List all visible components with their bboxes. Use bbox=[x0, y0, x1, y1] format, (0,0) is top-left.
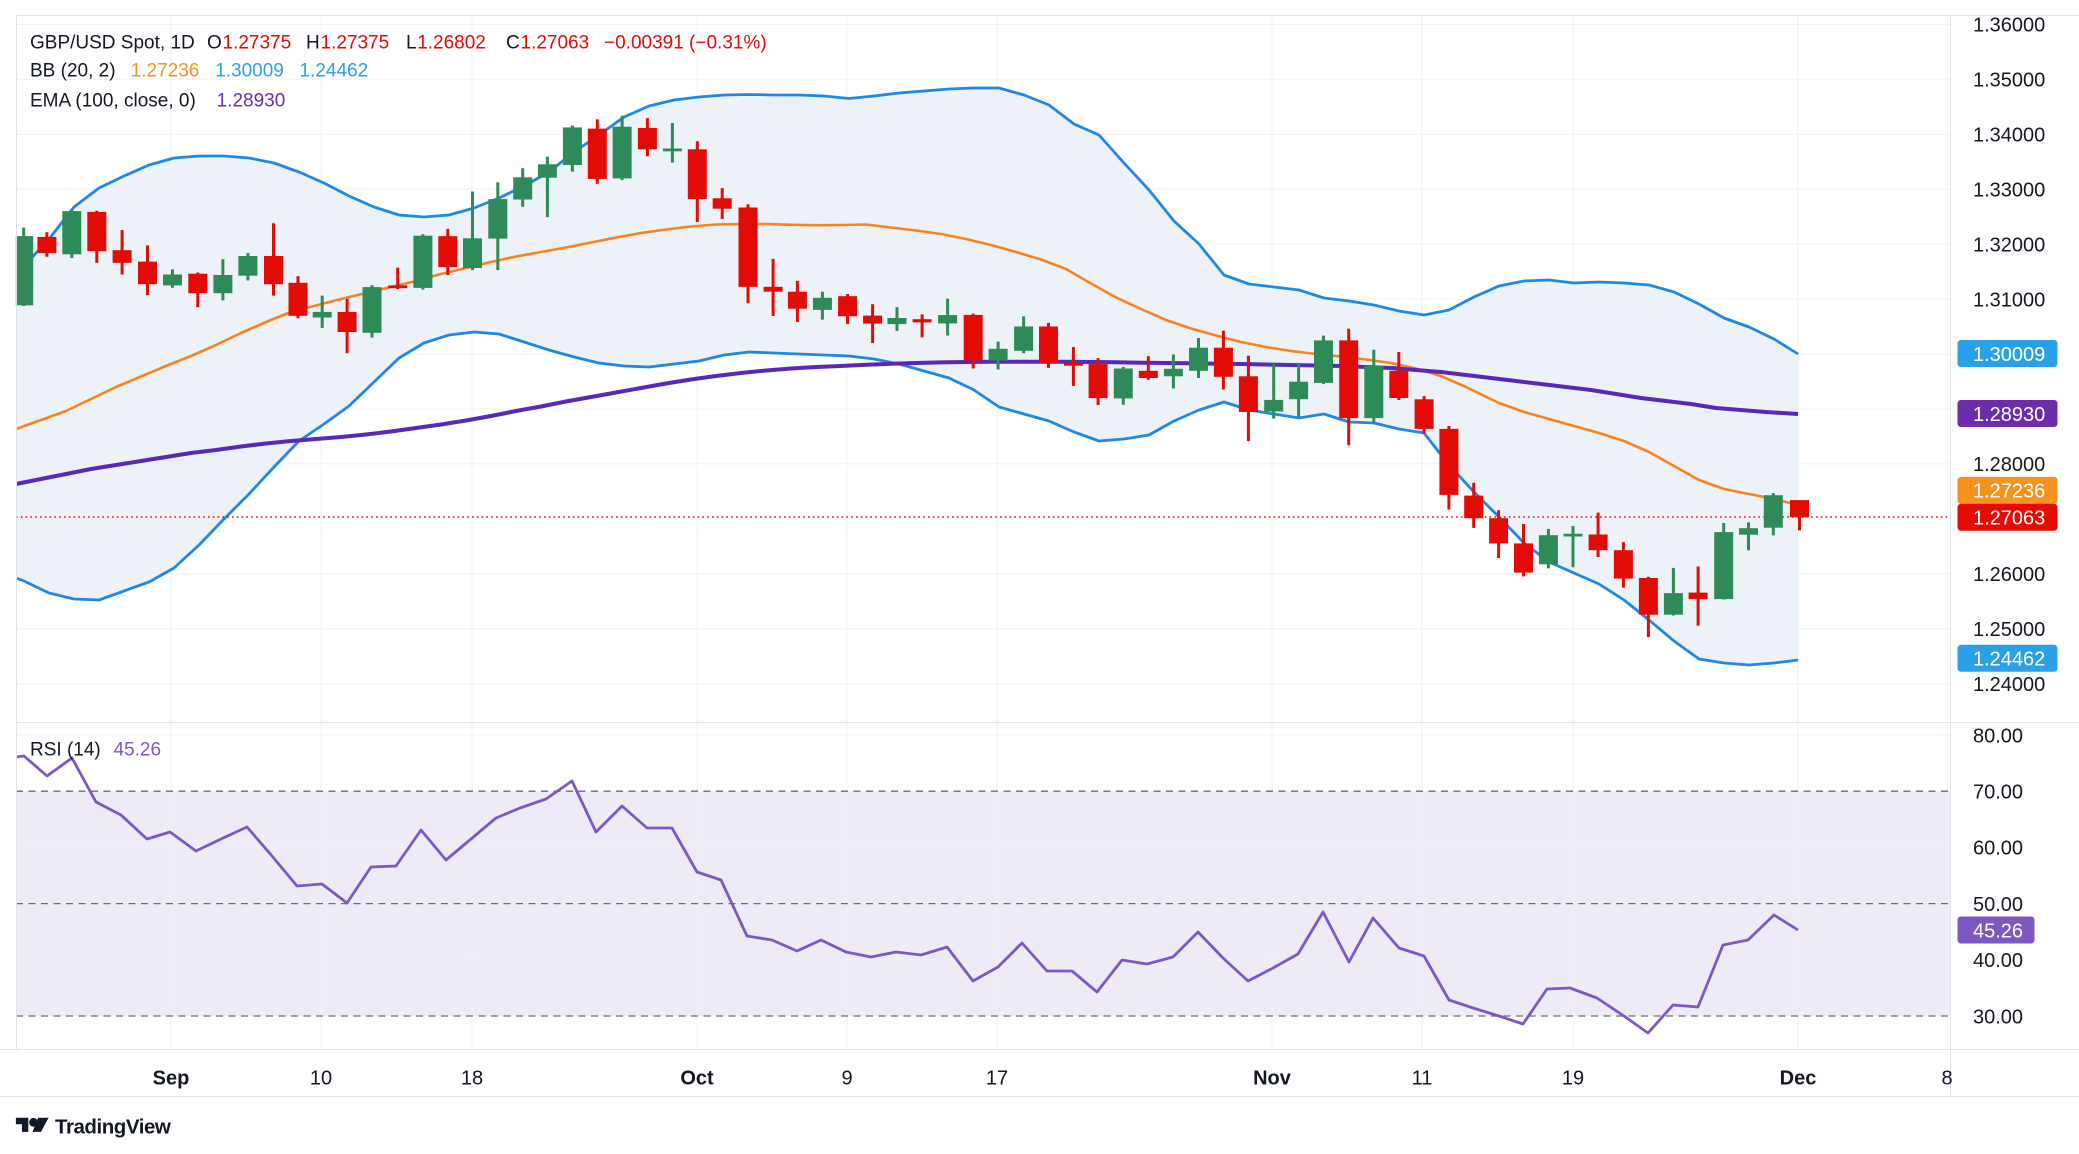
svg-text:40.00: 40.00 bbox=[1973, 950, 2023, 972]
svg-text:1.24462: 1.24462 bbox=[1973, 649, 2045, 671]
svg-text:10: 10 bbox=[310, 1068, 332, 1090]
svg-text:−0.00391 (−0.31%): −0.00391 (−0.31%) bbox=[604, 33, 767, 54]
svg-text:RSI (14): RSI (14) bbox=[30, 740, 101, 761]
svg-text:1.28930: 1.28930 bbox=[1973, 404, 2045, 426]
svg-text:17: 17 bbox=[986, 1068, 1008, 1090]
svg-text:H: H bbox=[306, 33, 320, 54]
svg-text:8: 8 bbox=[1941, 1068, 1952, 1090]
svg-text:1.30009: 1.30009 bbox=[215, 60, 284, 81]
svg-text:EMA (100, close, 0): EMA (100, close, 0) bbox=[30, 91, 196, 112]
svg-text:1.35000: 1.35000 bbox=[1973, 70, 2045, 92]
svg-text:1.26000: 1.26000 bbox=[1973, 564, 2045, 586]
svg-text:70.00: 70.00 bbox=[1973, 782, 2023, 804]
svg-text:1.33000: 1.33000 bbox=[1973, 180, 2045, 202]
svg-text:GBP/USD Spot, 1D: GBP/USD Spot, 1D bbox=[30, 33, 195, 54]
svg-text:1.24000: 1.24000 bbox=[1973, 674, 2045, 696]
svg-text:1.31000: 1.31000 bbox=[1973, 289, 2045, 311]
svg-text:45.26: 45.26 bbox=[1973, 920, 2023, 942]
svg-text:1.27236: 1.27236 bbox=[1973, 481, 2045, 503]
svg-text:Oct: Oct bbox=[680, 1068, 714, 1090]
svg-text:60.00: 60.00 bbox=[1973, 838, 2023, 860]
svg-text:9: 9 bbox=[841, 1068, 852, 1090]
svg-text:Nov: Nov bbox=[1253, 1068, 1292, 1090]
svg-text:11: 11 bbox=[1412, 1068, 1433, 1090]
svg-text:1.24462: 1.24462 bbox=[300, 60, 369, 81]
svg-text:C: C bbox=[506, 33, 520, 54]
svg-text:1.28000: 1.28000 bbox=[1973, 454, 2045, 476]
svg-text:Sep: Sep bbox=[153, 1068, 190, 1090]
svg-text:1.34000: 1.34000 bbox=[1973, 125, 2045, 147]
svg-text:Dec: Dec bbox=[1780, 1068, 1817, 1090]
svg-text:1.27375: 1.27375 bbox=[321, 33, 390, 54]
svg-text:1.26802: 1.26802 bbox=[417, 33, 486, 54]
svg-text:19: 19 bbox=[1562, 1068, 1584, 1090]
svg-text:50.00: 50.00 bbox=[1973, 894, 2023, 916]
svg-text:45.26: 45.26 bbox=[114, 740, 162, 761]
svg-text:1.27063: 1.27063 bbox=[1973, 508, 2045, 530]
svg-text:1.32000: 1.32000 bbox=[1973, 234, 2045, 256]
svg-text:1.36000: 1.36000 bbox=[1973, 15, 2045, 37]
svg-text:1.27236: 1.27236 bbox=[131, 60, 200, 81]
svg-text:1.27375: 1.27375 bbox=[223, 33, 292, 54]
svg-text:1.28930: 1.28930 bbox=[217, 91, 286, 112]
svg-text:BB (20, 2): BB (20, 2) bbox=[30, 60, 116, 81]
svg-text:80.00: 80.00 bbox=[1973, 725, 2023, 747]
svg-text:O: O bbox=[207, 33, 222, 54]
svg-text:1.27063: 1.27063 bbox=[521, 33, 590, 54]
svg-text:1.30009: 1.30009 bbox=[1973, 344, 2045, 366]
svg-text:L: L bbox=[406, 33, 417, 54]
svg-text:1.25000: 1.25000 bbox=[1973, 619, 2045, 641]
svg-text:TradingView: TradingView bbox=[55, 1116, 171, 1139]
svg-text:18: 18 bbox=[461, 1068, 483, 1090]
svg-text:30.00: 30.00 bbox=[1973, 1006, 2023, 1028]
